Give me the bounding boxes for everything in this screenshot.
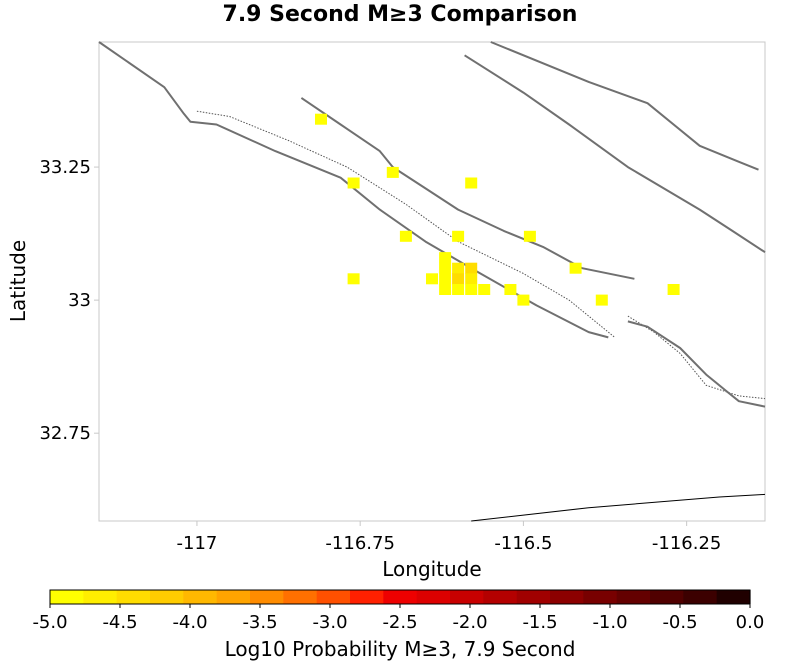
colorbar-title: Log10 Probability M≥3, 7.9 Second <box>225 637 576 661</box>
x-tick-label-2: -116.5 <box>494 533 552 554</box>
colorbar-tick-label-6: -2.0 <box>452 612 487 633</box>
probability-cell-3 <box>465 177 478 189</box>
fault-line-0 <box>98 41 609 339</box>
probability-cell-14 <box>452 273 465 285</box>
probability-cell-1 <box>347 177 360 189</box>
colorbar-swatch-9 <box>350 590 384 604</box>
probability-cell-15 <box>465 273 478 285</box>
y-tick-label-2: 32.75 <box>39 423 91 444</box>
colorbar-swatch-10 <box>383 590 418 604</box>
probability-cell-23 <box>595 294 608 306</box>
colorbar-swatch-16 <box>583 590 618 604</box>
probability-cell-22 <box>569 262 582 274</box>
probability-cell-7 <box>439 252 452 264</box>
colorbar-swatch-19 <box>683 590 718 604</box>
probability-cell-21 <box>517 294 530 306</box>
colorbar-swatch-0 <box>50 590 84 604</box>
y-tick-label-0: 33.25 <box>39 157 91 178</box>
probability-cell-10 <box>439 262 452 274</box>
probability-cell-11 <box>452 262 465 274</box>
coastline <box>471 493 766 522</box>
colorbar-tick-label-0: -5.0 <box>32 612 67 633</box>
colorbar-tick-label-4: -3.0 <box>312 612 347 633</box>
fault-line-1 <box>300 97 635 280</box>
probability-cell-9 <box>426 273 438 285</box>
colorbar-tick-label-10: 0.0 <box>736 612 765 633</box>
probability-cell-13 <box>439 273 452 285</box>
probability-cell-5 <box>452 230 465 242</box>
x-tick-label-0: -117 <box>177 533 218 554</box>
colorbar-tick-label-9: -0.5 <box>662 612 697 633</box>
colorbar-swatch-6 <box>250 590 284 604</box>
colorbar-swatch-4 <box>183 590 218 604</box>
colorbar-swatch-18 <box>650 590 684 604</box>
probability-cell-6 <box>523 230 536 242</box>
colorbar-swatch-14 <box>516 590 551 604</box>
probability-cell-17 <box>452 284 465 295</box>
colorbar-tick-label-8: -1.0 <box>592 612 627 633</box>
probability-cell-20 <box>504 284 517 295</box>
probability-cell-0 <box>315 113 327 125</box>
fault-layer <box>98 41 766 408</box>
probability-cell-18 <box>465 284 478 295</box>
probability-cell-8 <box>347 273 360 285</box>
x-axis-ticks: -117 -116.75 -116.5 -116.25 <box>177 521 721 554</box>
fault-trace-dotted-1 <box>627 315 766 400</box>
y-axis-ticks: 33.25 33 32.75 <box>39 157 99 444</box>
fault-line-3 <box>464 54 766 254</box>
colorbar-tick-label-1: -4.5 <box>102 612 137 633</box>
colorbar-swatch-1 <box>83 590 118 604</box>
colorbar-swatch-8 <box>316 590 351 604</box>
colorbar-tick-label-7: -1.5 <box>522 612 557 633</box>
probability-cell-16 <box>439 284 452 295</box>
probability-cell-24 <box>667 284 680 295</box>
probability-cell-19 <box>478 284 491 295</box>
colorbar-tick-label-3: -3.5 <box>242 612 277 633</box>
colorbar-tick-label-5: -2.5 <box>382 612 417 633</box>
colorbar-swatch-20 <box>716 590 751 604</box>
colorbar-swatch-15 <box>550 590 584 604</box>
colorbar-swatch-13 <box>483 590 518 604</box>
chart-title: 7.9 Second M≥3 Comparison <box>222 2 578 27</box>
probability-cell-2 <box>386 166 399 178</box>
coastline-layer <box>471 493 766 522</box>
colorbar-tick-label-2: -4.0 <box>172 612 207 633</box>
probability-cell-12 <box>465 262 478 274</box>
probability-cell-4 <box>399 230 412 242</box>
x-tick-label-3: -116.25 <box>652 533 721 554</box>
colorbar-swatch-7 <box>283 590 318 604</box>
colorbar <box>49 589 751 605</box>
fault-line-4 <box>490 41 759 171</box>
colorbar-swatch-11 <box>416 590 451 604</box>
colorbar-swatch-2 <box>116 590 151 604</box>
x-tick-label-1: -116.75 <box>325 533 394 554</box>
y-axis-title: Latitude <box>6 240 30 322</box>
colorbar-swatch-17 <box>616 590 651 604</box>
x-axis-title: Longitude <box>382 557 481 581</box>
colorbar-ticks: -5.0 -4.5 -4.0 -3.5 -3.0 -2.5 -2.0 -1.5 -1.0 -0.5… <box>32 604 764 633</box>
colorbar-swatch-3 <box>150 590 184 604</box>
fault-line-2 <box>627 320 766 408</box>
probability-cells <box>315 113 680 306</box>
colorbar-swatch-5 <box>216 590 251 604</box>
colorbar-swatch-12 <box>450 590 484 604</box>
y-tick-label-1: 33 <box>68 290 91 311</box>
